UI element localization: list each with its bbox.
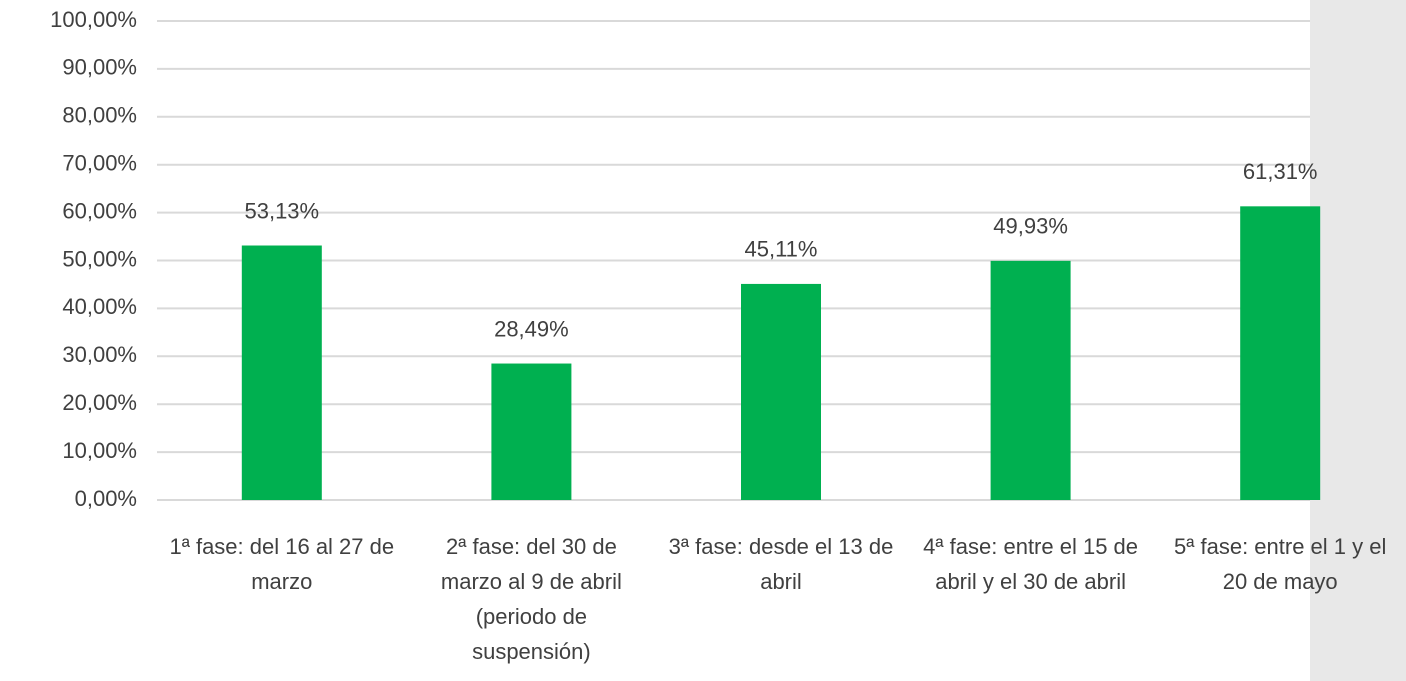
- data-label: 53,13%: [244, 198, 319, 223]
- x-tick-label: 3ª fase: desde el 13 de abril: [669, 534, 894, 594]
- bar: [741, 283, 821, 500]
- y-tick-label: 40,00%: [62, 294, 137, 319]
- y-tick-label: 30,00%: [62, 342, 137, 367]
- x-tick-label: 2ª fase: del 30 de marzo al 9 de abril (pe…: [441, 534, 622, 664]
- bar: [1240, 206, 1321, 500]
- y-tick-label: 0,00%: [75, 486, 137, 511]
- y-tick-label: 10,00%: [62, 438, 137, 463]
- data-label: 45,11%: [745, 237, 818, 262]
- y-tick-label: 50,00%: [62, 246, 137, 271]
- data-label: 28,49%: [494, 316, 569, 341]
- bar: [491, 363, 572, 500]
- y-tick-label: 90,00%: [62, 55, 137, 80]
- x-tick-label: 4ª fase: entre el 15 de abril y el 30 de …: [923, 534, 1138, 594]
- x-tick-label: 5ª fase: entre el 1 y el 20 de mayo: [1174, 534, 1386, 594]
- side-panel: [1310, 0, 1406, 681]
- bar: [990, 260, 1071, 500]
- data-label: 49,93%: [993, 214, 1068, 239]
- data-label: 61,31%: [1243, 159, 1318, 184]
- y-tick-label: 20,00%: [62, 390, 137, 415]
- bar: [241, 245, 322, 500]
- y-tick-label: 100,00%: [50, 7, 137, 32]
- y-tick-label: 80,00%: [62, 103, 137, 128]
- x-tick-label: 1ª fase: del 16 al 27 de marzo: [169, 534, 394, 594]
- y-tick-label: 60,00%: [62, 198, 137, 223]
- y-tick-label: 70,00%: [62, 151, 137, 176]
